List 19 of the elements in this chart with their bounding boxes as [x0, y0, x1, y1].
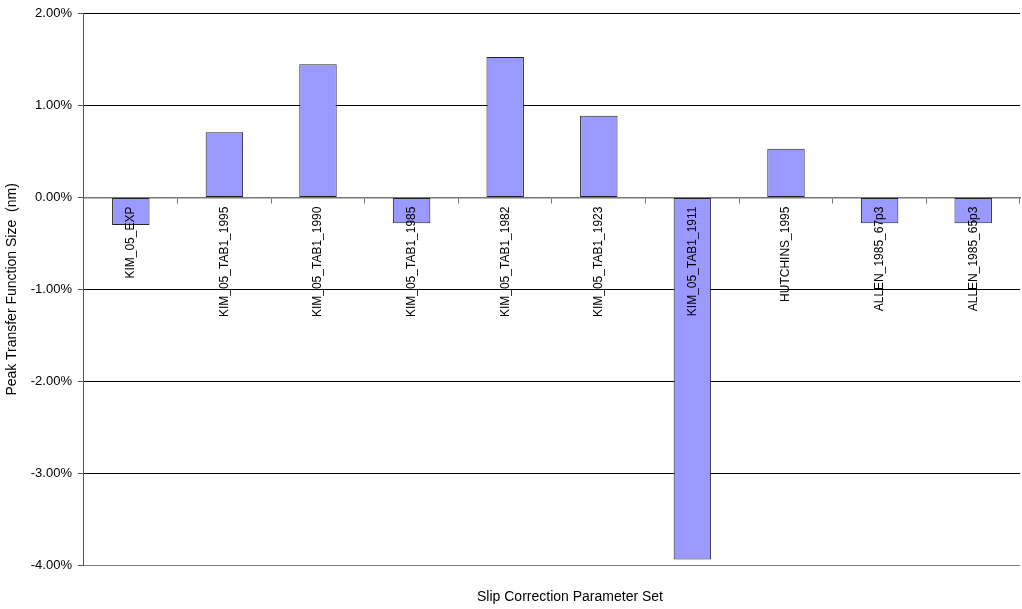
y-tick-label: -1.00% [30, 280, 73, 296]
x-tick-label: KIM_05_TAB1_1911 [684, 206, 699, 317]
y-tick-label: -2.00% [30, 372, 73, 388]
y-tick-label: 2.00% [35, 5, 73, 21]
x-tick-label: KIM_05_EXP [123, 206, 138, 279]
x-axis-title: Slip Correction Parameter Set [476, 588, 664, 604]
x-tick-label: ALLEN_1985_67p3 [871, 206, 886, 312]
x-tick-label: KIM_05_TAB1_1985 [403, 206, 418, 318]
y-tick-label: -3.00% [30, 464, 73, 480]
y-tick-label: -4.00% [30, 556, 73, 572]
y-tick-label: 1.00% [35, 97, 73, 113]
x-tick-label: HUTCHINS_1995 [778, 206, 793, 302]
x-tick-label: KIM_05_TAB1_1995 [216, 206, 231, 318]
x-tick-label: KIM_05_TAB1_1923 [591, 206, 606, 318]
x-tick-label: KIM_05_TAB1_1990 [310, 206, 325, 318]
y-axis-title: Peak Transfer Function Size (nm) [3, 183, 20, 396]
x-tick-label: KIM_05_TAB1_1982 [497, 206, 512, 318]
x-tick-label: ALLEN_1985_65p3 [965, 206, 980, 312]
y-tick-label: 0.00% [35, 189, 73, 205]
